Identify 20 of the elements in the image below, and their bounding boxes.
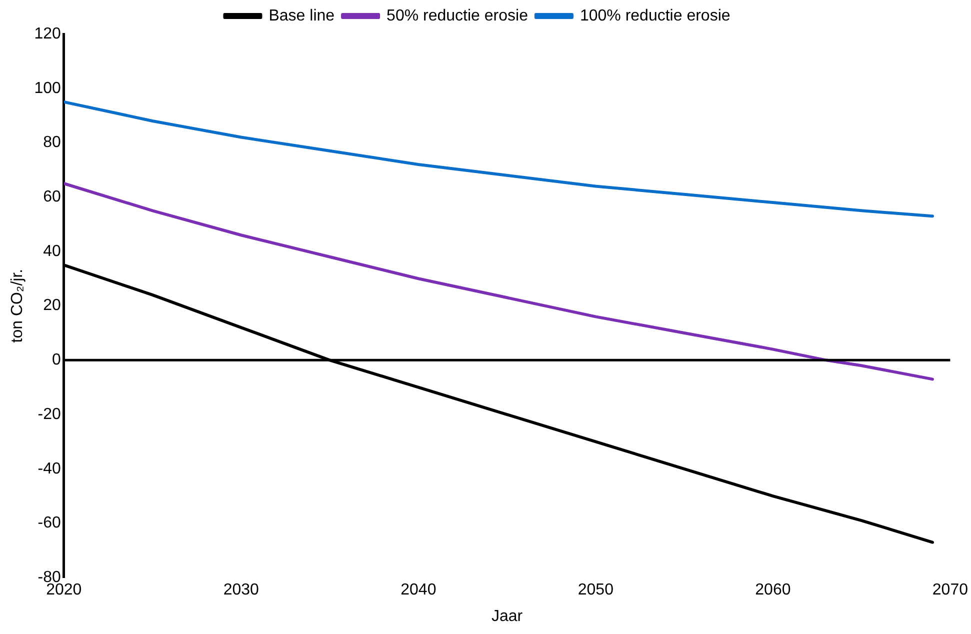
x-tick-label: 2030 [223, 582, 260, 599]
y-tick-label: -40 [38, 460, 61, 478]
y-tick-label: 60 [43, 188, 61, 206]
x-tick-label: 2050 [578, 582, 614, 599]
y-tick-label: -20 [38, 406, 61, 423]
legend-label: 50% reductie erosie [386, 7, 528, 24]
y-tick-label: -60 [38, 514, 61, 532]
x-tick-label: 2040 [400, 582, 436, 599]
legend-label: Base line [268, 7, 335, 24]
y-axis-title: ton CO₂/jr. [9, 268, 26, 343]
y-tick-label: 20 [43, 297, 61, 314]
legend-label: 100% reductie erosie [580, 7, 730, 24]
x-axis-title: Jaar [491, 608, 524, 625]
y-tick-label: 0 [52, 352, 61, 369]
x-tick-label: 2060 [755, 582, 791, 599]
y-tick-label: 100 [34, 80, 61, 97]
y-tick-label: 120 [34, 25, 61, 42]
x-tick-label: 2070 [932, 582, 968, 599]
y-tick-label: 80 [43, 134, 61, 152]
y-tick-label: 40 [43, 242, 61, 260]
